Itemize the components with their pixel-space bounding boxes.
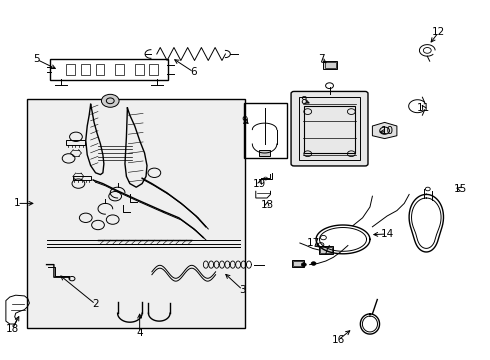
Bar [320,247,332,253]
Bar [244,103,287,158]
Text: 13: 13 [260,200,274,210]
Bar [27,99,245,328]
Text: 8: 8 [300,96,307,106]
Text: 16: 16 [331,335,345,345]
Text: 11: 11 [417,103,431,113]
Bar [325,62,336,68]
Bar [318,246,333,254]
FancyBboxPatch shape [291,91,368,166]
Polygon shape [372,122,397,139]
Text: 9: 9 [242,116,248,126]
Bar [259,150,270,156]
Bar [73,176,91,180]
Text: 6: 6 [190,67,197,77]
Text: 12: 12 [432,27,445,37]
Bar [135,64,144,75]
Bar [81,64,90,75]
Text: 17: 17 [307,238,320,248]
Text: 1: 1 [14,198,21,208]
Bar [115,64,124,75]
Bar [66,140,85,145]
Bar [299,97,360,160]
Bar [96,64,104,75]
Bar [323,61,337,69]
Text: 19: 19 [253,179,267,189]
Text: 5: 5 [33,54,40,64]
Text: 7: 7 [318,54,324,64]
Text: 2: 2 [92,299,99,309]
Bar [293,261,303,266]
Text: 14: 14 [380,229,394,239]
Circle shape [311,262,316,265]
Circle shape [101,94,119,107]
Bar [292,260,304,267]
Text: 15: 15 [454,184,467,194]
Bar [304,106,355,153]
Text: 3: 3 [239,285,246,295]
Circle shape [301,263,306,266]
Text: 10: 10 [381,126,393,136]
Text: 4: 4 [136,328,143,338]
Bar [149,64,158,75]
Bar [66,64,75,75]
Text: 18: 18 [5,324,19,334]
